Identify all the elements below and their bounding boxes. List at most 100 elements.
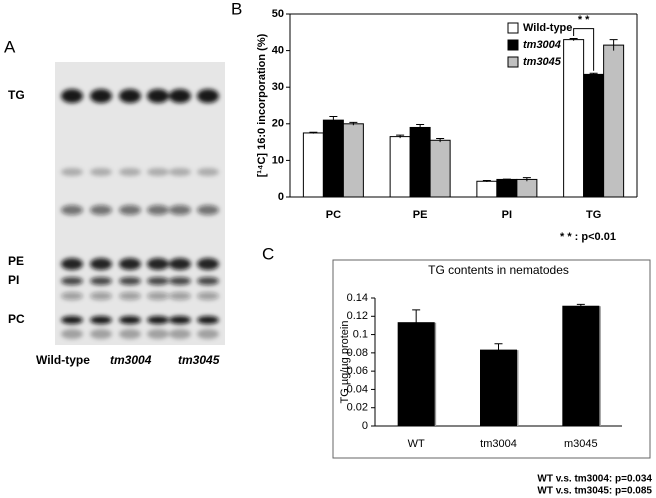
spot <box>169 329 191 339</box>
bar <box>389 136 411 198</box>
spot <box>90 292 112 300</box>
bar <box>563 39 585 198</box>
panel-letter: B <box>231 0 242 18</box>
spot <box>90 277 112 285</box>
spot <box>90 205 112 215</box>
spot <box>119 329 141 339</box>
spot <box>119 292 141 300</box>
y-tick-label: 0.06 <box>347 365 368 377</box>
spot <box>147 258 169 270</box>
y-tick-label: 0.08 <box>347 347 368 359</box>
spot <box>119 258 141 270</box>
x-tick-label: m3045 <box>564 438 598 450</box>
spot <box>119 89 141 103</box>
legend-swatch <box>507 22 519 34</box>
bar <box>322 119 344 198</box>
spot <box>147 205 169 215</box>
spot <box>119 168 141 176</box>
spot <box>169 316 191 324</box>
tlc-plate <box>55 62 225 345</box>
spot <box>197 89 219 103</box>
bar <box>480 349 517 427</box>
legend-label: tm3004 <box>523 39 561 51</box>
bar <box>476 180 498 198</box>
spot <box>197 258 219 270</box>
error-bar <box>522 177 531 182</box>
spot <box>61 89 83 103</box>
spot <box>90 316 112 324</box>
x-tick-label: tm3004 <box>480 438 517 450</box>
spot <box>147 89 169 103</box>
bar <box>603 44 625 198</box>
spot <box>169 277 191 285</box>
y-tick-label: 0.02 <box>347 402 368 414</box>
spot <box>169 89 191 103</box>
bar <box>516 178 538 198</box>
chart-title: TG contents in nematodes <box>428 263 569 277</box>
spot <box>90 329 112 339</box>
x-tick-label: PC <box>326 209 341 221</box>
band-label: PC <box>8 312 25 326</box>
spot <box>147 316 169 324</box>
spot <box>169 292 191 300</box>
x-tick-label: WT <box>408 438 425 450</box>
panel-letter: A <box>4 37 16 56</box>
error-bar <box>576 303 585 309</box>
spot <box>197 205 219 215</box>
spot <box>90 168 112 176</box>
spot <box>90 258 112 270</box>
error-bar <box>396 134 405 139</box>
y-tick-label: 30 <box>272 81 284 93</box>
annotation: WT v.s. tm3045: p=0.085 <box>537 486 652 497</box>
y-tick-label: 0.14 <box>347 292 368 304</box>
legend-swatch <box>507 56 519 68</box>
spot <box>61 292 83 300</box>
spot <box>119 205 141 215</box>
error-bar <box>482 180 491 182</box>
spot <box>61 168 83 176</box>
band-label: PI <box>8 273 19 287</box>
spot <box>119 277 141 285</box>
error-bar <box>412 309 421 336</box>
spot <box>61 258 83 270</box>
bar <box>583 73 605 198</box>
y-tick-label: 20 <box>272 118 284 130</box>
error-bar <box>416 124 425 131</box>
lane-label: Wild-type <box>36 353 90 367</box>
spot <box>197 292 219 300</box>
error-bar <box>349 121 358 126</box>
spot <box>147 168 169 176</box>
spot <box>169 168 191 176</box>
error-bar <box>589 72 598 76</box>
spot <box>197 277 219 285</box>
spot <box>90 89 112 103</box>
legend-swatch <box>507 39 519 51</box>
y-tick-label: 0.1 <box>353 328 368 340</box>
panel-letter: C <box>262 244 274 263</box>
band-label: TG <box>8 88 25 102</box>
y-tick-label: 0 <box>362 420 368 432</box>
x-tick-label: TG <box>586 209 601 221</box>
bar <box>496 178 518 198</box>
y-tick-label: 50 <box>272 8 284 20</box>
y-tick-label: 0 <box>278 191 284 203</box>
band-label: PE <box>8 254 24 268</box>
legend-label: tm3045 <box>523 56 562 68</box>
spot <box>197 316 219 324</box>
error-bar <box>569 38 578 41</box>
spot <box>61 277 83 285</box>
y-tick-label: 10 <box>272 154 284 166</box>
error-bar <box>502 178 511 180</box>
spot <box>169 205 191 215</box>
spot <box>147 292 169 300</box>
lane-label: tm3045 <box>178 353 220 367</box>
bar <box>397 322 435 427</box>
spot <box>119 316 141 324</box>
bar <box>342 123 364 198</box>
bar <box>409 126 431 198</box>
y-axis-label: TG µg/µg protein <box>339 321 351 404</box>
spot <box>61 205 83 215</box>
lane-label: tm3004 <box>110 353 152 367</box>
x-tick-label: PI <box>502 209 512 221</box>
